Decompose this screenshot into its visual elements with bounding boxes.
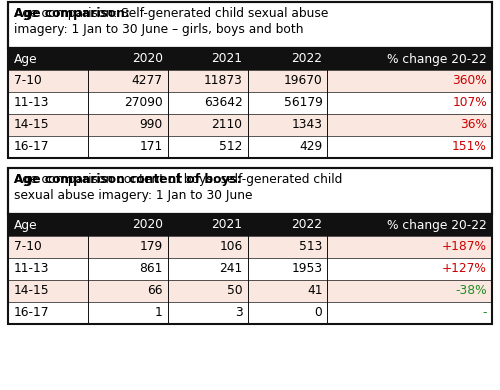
Text: 50: 50 bbox=[227, 284, 242, 298]
Text: 2110: 2110 bbox=[212, 119, 242, 131]
Text: +187%: +187% bbox=[442, 241, 487, 254]
Text: -38%: -38% bbox=[456, 284, 487, 298]
Text: 27090: 27090 bbox=[124, 96, 162, 110]
Text: 179: 179 bbox=[140, 241, 162, 254]
Text: 16-17: 16-17 bbox=[14, 307, 50, 319]
Bar bbox=[8, 214, 492, 324]
Text: 171: 171 bbox=[140, 140, 162, 154]
Text: 7-10: 7-10 bbox=[14, 241, 42, 254]
Text: 7-10: 7-10 bbox=[14, 74, 42, 87]
Text: 2021: 2021 bbox=[212, 218, 242, 232]
Text: Age comparison:: Age comparison: bbox=[14, 7, 130, 20]
Text: 2020: 2020 bbox=[132, 53, 162, 66]
Text: 151%: 151% bbox=[452, 140, 487, 154]
Bar bbox=[8, 136, 492, 158]
Bar bbox=[8, 236, 492, 258]
Text: 1343: 1343 bbox=[292, 119, 322, 131]
Text: 241: 241 bbox=[220, 262, 242, 275]
Bar bbox=[8, 302, 492, 324]
Text: 36%: 36% bbox=[460, 119, 487, 131]
Bar bbox=[8, 114, 492, 136]
Text: 2022: 2022 bbox=[292, 218, 322, 232]
Text: 3: 3 bbox=[235, 307, 242, 319]
Text: 1: 1 bbox=[155, 307, 162, 319]
Text: 106: 106 bbox=[220, 241, 242, 254]
Text: Age: Age bbox=[14, 53, 38, 66]
Text: 14-15: 14-15 bbox=[14, 119, 50, 131]
Text: 990: 990 bbox=[140, 119, 162, 131]
Text: 56179: 56179 bbox=[284, 96, 323, 110]
Bar bbox=[8, 92, 492, 114]
Text: 2022: 2022 bbox=[292, 53, 322, 66]
Text: 14-15: 14-15 bbox=[14, 284, 50, 298]
Bar bbox=[8, 48, 492, 158]
Text: 0: 0 bbox=[314, 307, 322, 319]
Bar bbox=[8, 70, 492, 92]
Bar bbox=[8, 168, 492, 214]
Text: 41: 41 bbox=[307, 284, 322, 298]
Text: 429: 429 bbox=[299, 140, 322, 154]
Bar bbox=[8, 2, 492, 48]
Text: Age comparison: Self-generated child sexual abuse: Age comparison: Self-generated child sex… bbox=[14, 7, 328, 20]
Text: sexual abuse imagery: 1 Jan to 30 June: sexual abuse imagery: 1 Jan to 30 June bbox=[14, 189, 252, 202]
Bar bbox=[8, 258, 492, 280]
Text: 2021: 2021 bbox=[212, 53, 242, 66]
Text: 2020: 2020 bbox=[132, 218, 162, 232]
Text: Age: Age bbox=[14, 218, 38, 232]
Bar bbox=[8, 48, 492, 70]
Text: Age comparison content of boys: self-generated child: Age comparison content of boys: self-gen… bbox=[14, 173, 342, 186]
Text: 11-13: 11-13 bbox=[14, 96, 50, 110]
Text: imagery: 1 Jan to 30 June – girls, boys and both: imagery: 1 Jan to 30 June – girls, boys … bbox=[14, 23, 304, 36]
Text: 16-17: 16-17 bbox=[14, 140, 50, 154]
Bar bbox=[8, 280, 492, 302]
Text: % change 20-22: % change 20-22 bbox=[387, 53, 487, 66]
Bar bbox=[8, 168, 492, 214]
Text: -: - bbox=[482, 307, 487, 319]
Text: 360%: 360% bbox=[452, 74, 487, 87]
Text: 861: 861 bbox=[140, 262, 162, 275]
Text: Age comparison content of boys:: Age comparison content of boys: bbox=[14, 173, 242, 186]
Bar bbox=[8, 2, 492, 48]
Bar bbox=[8, 214, 492, 236]
Text: 11-13: 11-13 bbox=[14, 262, 50, 275]
Text: % change 20-22: % change 20-22 bbox=[387, 218, 487, 232]
Text: 513: 513 bbox=[299, 241, 322, 254]
Text: 63642: 63642 bbox=[204, 96, 242, 110]
Text: 107%: 107% bbox=[452, 96, 487, 110]
Text: +127%: +127% bbox=[442, 262, 487, 275]
Text: 4277: 4277 bbox=[132, 74, 162, 87]
Text: 66: 66 bbox=[147, 284, 162, 298]
Text: 512: 512 bbox=[219, 140, 242, 154]
Text: 1953: 1953 bbox=[292, 262, 322, 275]
Text: 19670: 19670 bbox=[284, 74, 323, 87]
Text: 11873: 11873 bbox=[204, 74, 242, 87]
